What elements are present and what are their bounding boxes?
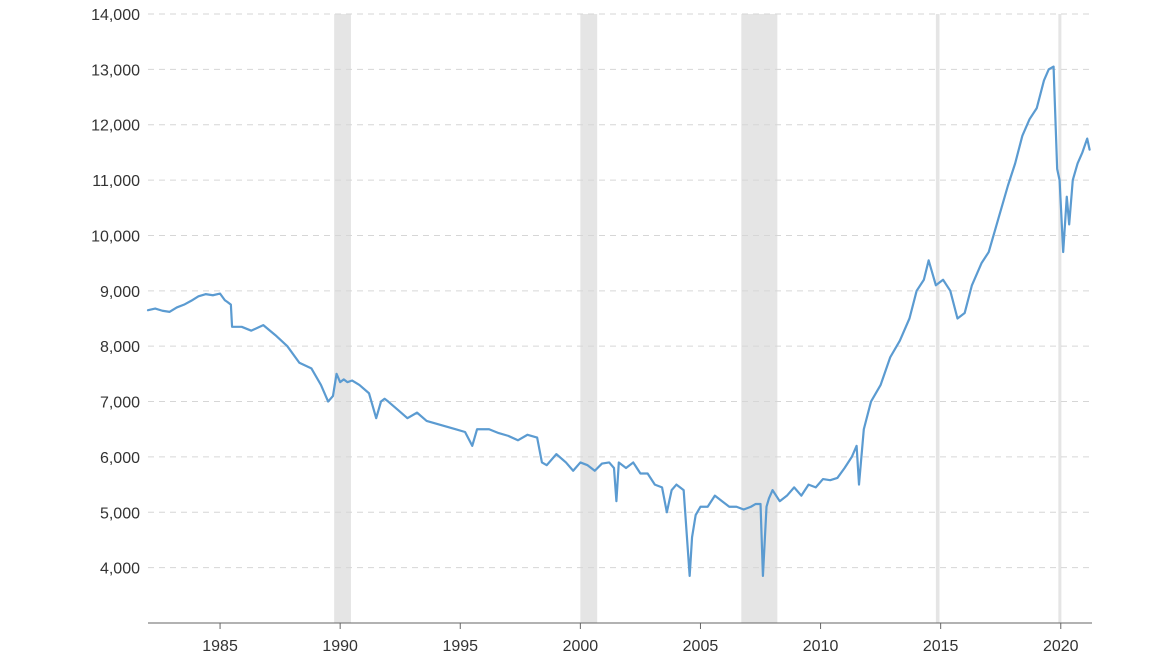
y-tick-label: 8,000 [100,339,140,356]
recession-band-0 [334,14,351,623]
series-line-0 [146,65,1091,578]
x-axis-tick-labels: 1985 1990 1995 2000 2005 2010 2015 2020 [202,638,1078,655]
gridlines [148,13,1092,569]
x-tick-label: 2015 [923,638,959,655]
y-axis-tick-labels: 4,000 5,000 6,000 7,000 8,000 9,000 10,000 11,0… [91,7,140,578]
x-tick-label: 2000 [563,638,599,655]
y-tick-label: 5,000 [100,505,140,522]
y-tick-label: 13,000 [91,62,140,79]
y-tick-label: 7,000 [100,395,140,412]
y-tick-label: 12,000 [91,118,140,135]
recession-band-1 [580,14,598,623]
x-tick-label: 1990 [322,638,358,655]
x-tick-label: 1985 [202,638,238,655]
x-tick-label: 2005 [683,638,719,655]
recession-band-2 [741,14,778,623]
x-tick-label: 1995 [442,638,478,655]
y-tick-label: 6,000 [100,450,140,467]
recession-band-3 [935,14,940,623]
series-lines [146,65,1091,578]
recession-band-4 [1058,14,1062,623]
y-tick-label: 11,000 [92,173,140,190]
x-tick-label: 2020 [1043,638,1079,655]
y-tick-label: 10,000 [91,228,140,245]
recession-bands [334,14,1062,623]
x-tick-label: 2010 [803,638,839,655]
y-tick-label: 4,000 [100,561,140,578]
y-tick-label: 14,000 [91,7,140,24]
y-tick-label: 9,000 [100,284,140,301]
axes [148,622,1092,629]
